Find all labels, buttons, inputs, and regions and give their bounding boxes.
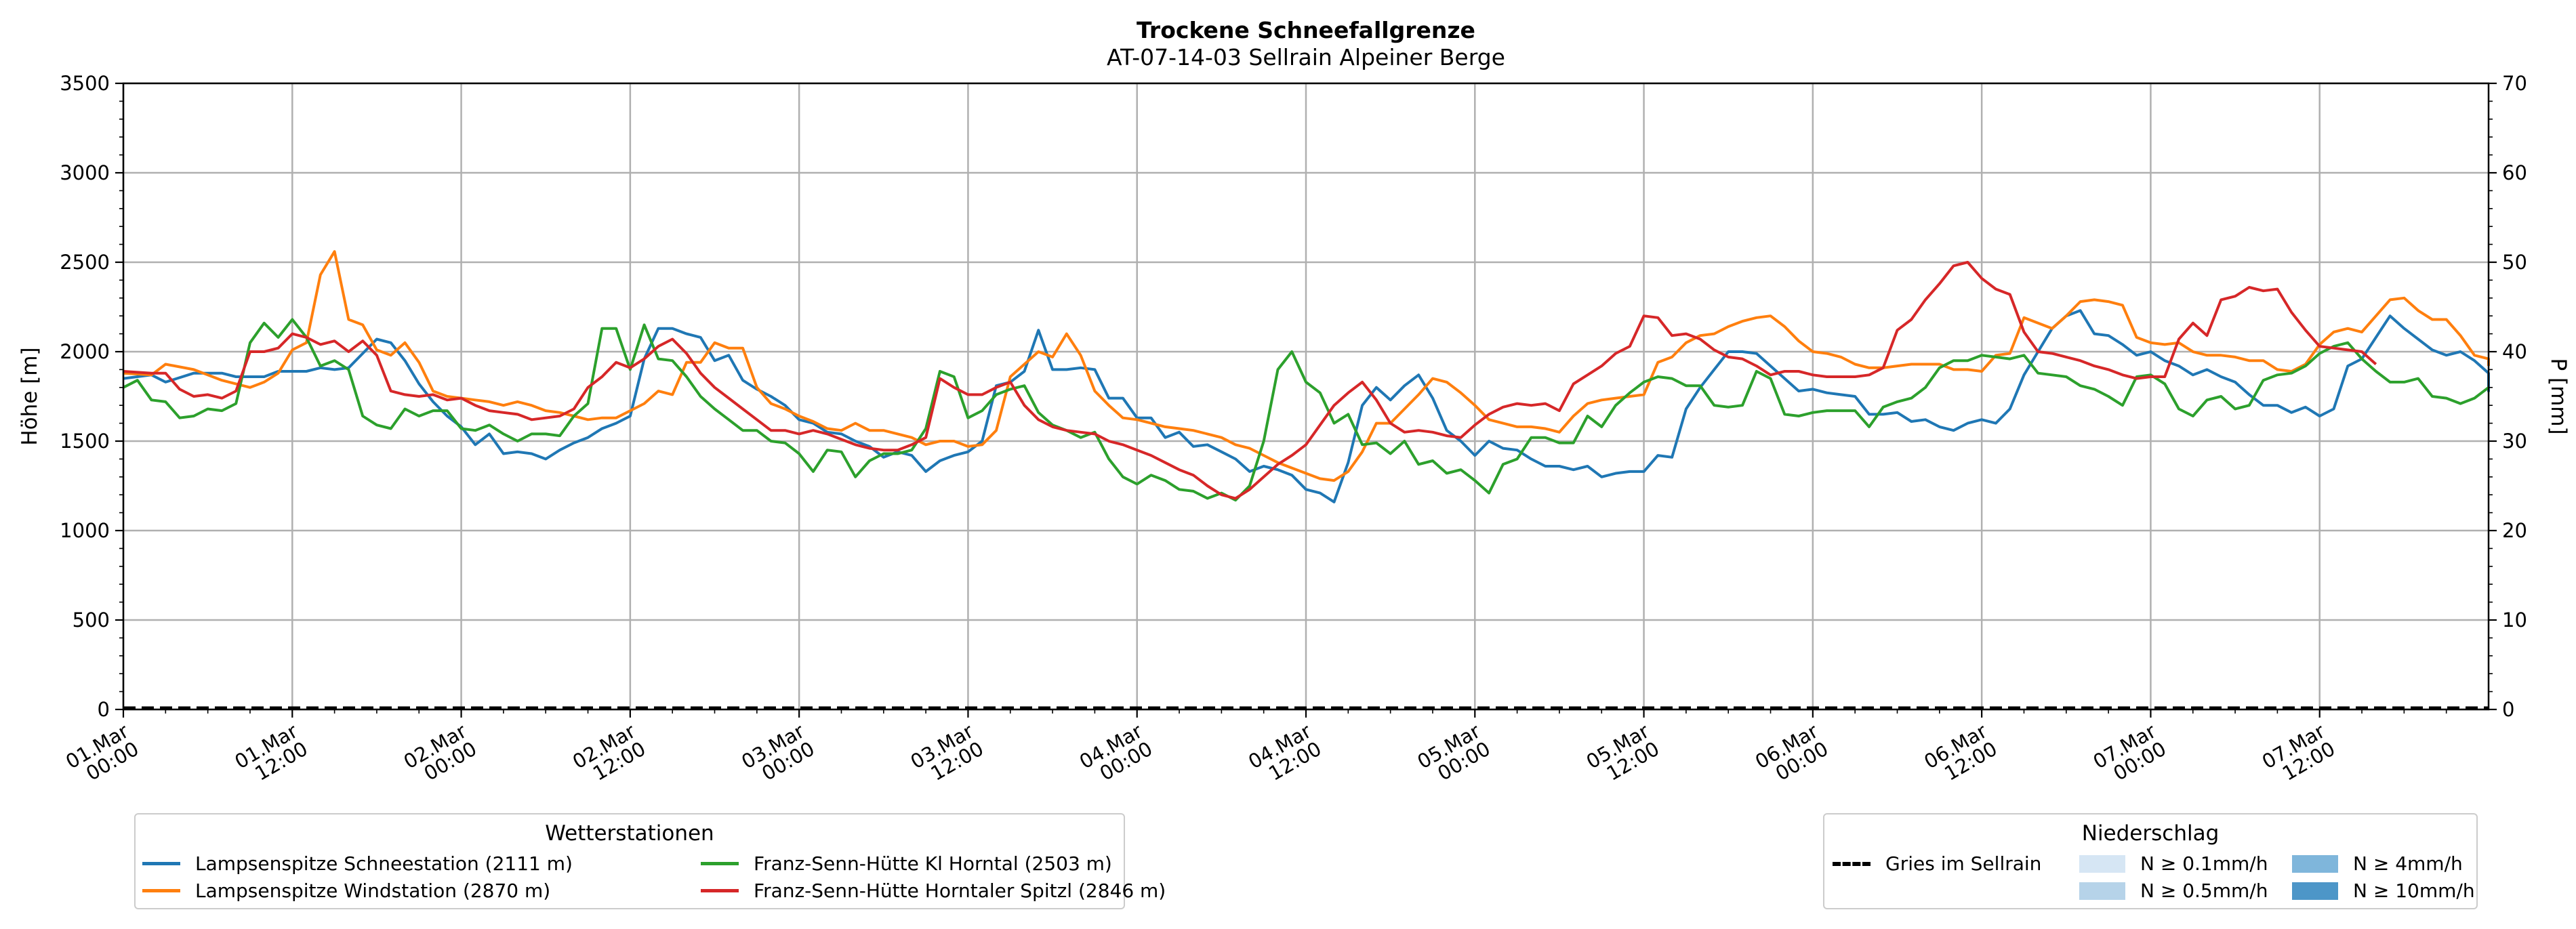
x-tick-label: 06.Mar00:00 bbox=[1751, 720, 1832, 791]
y-right-tick-label: 0 bbox=[2502, 698, 2514, 721]
legend-item: N ≥ 0.1mm/h bbox=[2079, 852, 2268, 875]
legend-line-swatch bbox=[701, 862, 739, 865]
y-axis-label-left: Höhe [m] bbox=[18, 347, 42, 445]
legend-item: Franz-Senn-Hütte Horntaler Spitzl (2846 … bbox=[701, 880, 1166, 902]
y-tick-label: 3000 bbox=[60, 161, 110, 184]
y-tick-label: 0 bbox=[98, 698, 110, 721]
precipitation-legend: Niederschlag Gries im Sellrain N ≥ 0.1mm… bbox=[1823, 813, 2478, 909]
legend-label: Gries im Sellrain bbox=[1885, 852, 2042, 875]
x-tick-label: 07.Mar00:00 bbox=[2089, 720, 2170, 791]
x-tick-label: 02.Mar00:00 bbox=[400, 720, 481, 791]
legend-patch-swatch bbox=[2079, 854, 2125, 873]
x-tick-label: 05.Mar00:00 bbox=[1413, 720, 1494, 791]
y-axis-label-right: P [mm] bbox=[2546, 358, 2571, 434]
legend-line-swatch bbox=[701, 889, 739, 892]
legend-item: N ≥ 0.5mm/h bbox=[2079, 880, 2268, 902]
legend-label: N ≥ 4mm/h bbox=[2353, 852, 2463, 875]
x-tick-label: 02.Mar12:00 bbox=[569, 720, 649, 791]
y-tick-label: 1500 bbox=[60, 430, 110, 453]
y-axis-left: 0 500 1000 1500 2000 2500 3000 3500 bbox=[60, 72, 123, 721]
x-tick-label: 07.Mar12:00 bbox=[2258, 720, 2339, 791]
y-tick-label: 500 bbox=[73, 608, 110, 632]
legend-patch-swatch bbox=[2292, 854, 2338, 873]
x-tick-label: 04.Mar00:00 bbox=[1076, 720, 1156, 791]
legend-label: N ≥ 0.1mm/h bbox=[2140, 852, 2268, 875]
y-axis-right: 0 10 20 30 40 50 60 70 bbox=[2489, 72, 2527, 721]
y-right-tick-label: 70 bbox=[2502, 72, 2527, 95]
x-tick-label: 06.Mar12:00 bbox=[1920, 720, 2001, 791]
stations-legend: Wetterstationen Lampsenspitze Schneestat… bbox=[134, 813, 1166, 909]
precipitation-legend-title: Niederschlag bbox=[2081, 821, 2220, 846]
x-axis: 01.Mar00:00 01.Mar12:00 02.Mar00:00 02.Mar1… bbox=[62, 709, 2447, 791]
legend-line-swatch bbox=[142, 862, 180, 865]
legend-line-swatch bbox=[142, 889, 180, 892]
legend-patch-swatch bbox=[2292, 882, 2338, 900]
y-right-tick-label: 30 bbox=[2502, 430, 2527, 453]
legend-item: Lampsenspitze Windstation (2870 m) bbox=[142, 880, 550, 902]
grid-lines bbox=[122, 82, 2489, 711]
y-tick-label: 1000 bbox=[60, 519, 110, 542]
y-right-tick-label: 20 bbox=[2502, 519, 2527, 542]
x-tick-label: 01.Mar00:00 bbox=[62, 720, 142, 791]
x-tick-label: 04.Mar12:00 bbox=[1244, 720, 1325, 791]
y-right-tick-label: 40 bbox=[2502, 340, 2527, 363]
legend-label: N ≥ 10mm/h bbox=[2353, 880, 2475, 902]
chart-title: Trockene Schneefallgrenze bbox=[1137, 17, 1475, 43]
series-line bbox=[123, 261, 2377, 500]
legend-label: Franz-Senn-Hütte Kl Horntal (2503 m) bbox=[754, 852, 1112, 875]
y-tick-label: 2000 bbox=[60, 340, 110, 363]
stations-legend-title: Wetterstationen bbox=[545, 821, 714, 846]
legend-label: N ≥ 0.5mm/h bbox=[2140, 880, 2268, 902]
legend-label: Franz-Senn-Hütte Horntaler Spitzl (2846 … bbox=[754, 880, 1166, 902]
y-tick-label: 3500 bbox=[60, 72, 110, 95]
legend-item: Franz-Senn-Hütte Kl Horntal (2503 m) bbox=[701, 852, 1112, 875]
x-tick-label: 05.Mar12:00 bbox=[1582, 720, 1663, 791]
legend-patch-swatch bbox=[2079, 882, 2125, 900]
y-right-tick-label: 10 bbox=[2502, 608, 2527, 632]
legend-label: Lampsenspitze Schneestation (2111 m) bbox=[195, 852, 573, 875]
legend-dash-swatch bbox=[1833, 861, 1870, 866]
legend-item: N ≥ 4mm/h bbox=[2292, 852, 2463, 875]
series-line bbox=[123, 309, 2490, 503]
legend-item: Lampsenspitze Schneestation (2111 m) bbox=[142, 852, 573, 875]
legend-item: N ≥ 10mm/h bbox=[2292, 880, 2475, 902]
legend-item: Gries im Sellrain bbox=[1833, 852, 2041, 875]
x-tick-label: 03.Mar00:00 bbox=[737, 720, 818, 791]
series-line bbox=[123, 318, 2490, 502]
x-tick-label: 03.Mar12:00 bbox=[907, 720, 987, 791]
chart-subtitle: AT-07-14-03 Sellrain Alpeiner Berge bbox=[1107, 44, 1505, 70]
series-lines bbox=[123, 250, 2490, 710]
y-tick-label: 2500 bbox=[60, 251, 110, 274]
y-right-tick-label: 50 bbox=[2502, 251, 2527, 274]
legend-label: Lampsenspitze Windstation (2870 m) bbox=[195, 880, 551, 902]
y-right-tick-label: 60 bbox=[2502, 161, 2527, 184]
x-tick-label: 01.Mar12:00 bbox=[230, 720, 311, 791]
